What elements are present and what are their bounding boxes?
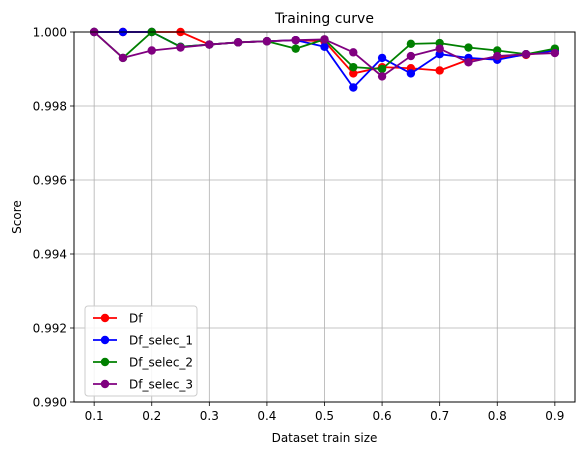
- series-df-selec-3: [89, 27, 560, 81]
- data-point: [349, 48, 358, 57]
- data-point: [406, 51, 416, 61]
- x-axis-label: Dataset train size: [272, 431, 378, 445]
- data-point: [320, 35, 329, 44]
- data-point: [320, 42, 329, 51]
- data-point: [377, 64, 387, 74]
- legend-label: Df_selec_1: [129, 334, 193, 348]
- data-point: [118, 53, 128, 63]
- data-point: [406, 39, 416, 49]
- chart-title: Training curve: [274, 11, 374, 27]
- x-tick-label: 0.6: [373, 409, 392, 423]
- data-point: [377, 53, 387, 63]
- data-point: [349, 83, 358, 92]
- x-tick-label: 0.1: [85, 409, 104, 423]
- x-axis: 0.1 0.2 0.3 0.4 0.5 0.6 0.7 0.8 0.9: [85, 402, 564, 423]
- y-tick-label: 0.992: [33, 322, 67, 336]
- x-tick-label: 0.5: [315, 409, 334, 423]
- data-point: [205, 40, 214, 49]
- y-tick-label: 0.994: [33, 248, 67, 262]
- data-point: [435, 66, 444, 75]
- data-point: [349, 69, 358, 78]
- x-tick-label: 0.8: [488, 409, 507, 423]
- y-tick-label: 0.996: [33, 174, 67, 188]
- data-point: [464, 58, 473, 67]
- series-layer: [89, 27, 560, 92]
- data-point: [550, 48, 560, 58]
- x-tick-label: 0.2: [142, 409, 161, 423]
- legend-item: Df: [93, 312, 143, 326]
- y-tick-label: 0.990: [33, 396, 67, 410]
- data-point: [464, 43, 473, 52]
- data-point: [435, 44, 444, 53]
- x-tick-label: 0.7: [430, 409, 449, 423]
- legend-label: Df_selec_3: [129, 378, 193, 392]
- data-point: [493, 51, 502, 61]
- legend-label: Df_selec_2: [129, 356, 193, 370]
- data-point: [262, 37, 272, 46]
- data-point: [291, 35, 300, 45]
- data-point: [377, 72, 387, 81]
- data-point: [291, 44, 300, 53]
- legend-box: [84, 305, 198, 397]
- legend-swatch-marker: [100, 357, 110, 367]
- data-point: [147, 46, 156, 55]
- legend-item: Df_selec_1: [93, 334, 193, 348]
- legend-swatch-marker: [100, 313, 110, 323]
- data-point: [233, 38, 243, 47]
- data-point: [406, 69, 416, 78]
- x-tick-label: 0.9: [545, 409, 564, 423]
- legend-item: Df_selec_3: [93, 378, 193, 392]
- x-tick-label: 0.4: [257, 409, 276, 423]
- legend-item: Df_selec_2: [93, 356, 193, 370]
- x-tick-label: 0.3: [200, 409, 219, 423]
- legend-swatch-marker: [100, 379, 110, 389]
- legend-label: Df: [129, 312, 143, 326]
- y-tick-label: 1.000: [33, 26, 67, 40]
- legend-swatch-marker: [100, 335, 110, 345]
- legend: Df Df_selec_1 Df_selec_2 Df_selec_3: [84, 305, 198, 397]
- data-point: [349, 62, 358, 72]
- y-axis-label: Score: [10, 200, 24, 234]
- y-tick-label: 0.998: [33, 100, 67, 114]
- data-point: [176, 43, 185, 52]
- y-axis: 0.990 0.992 0.994 0.996 0.998 1.000: [33, 26, 74, 410]
- data-point: [521, 50, 531, 59]
